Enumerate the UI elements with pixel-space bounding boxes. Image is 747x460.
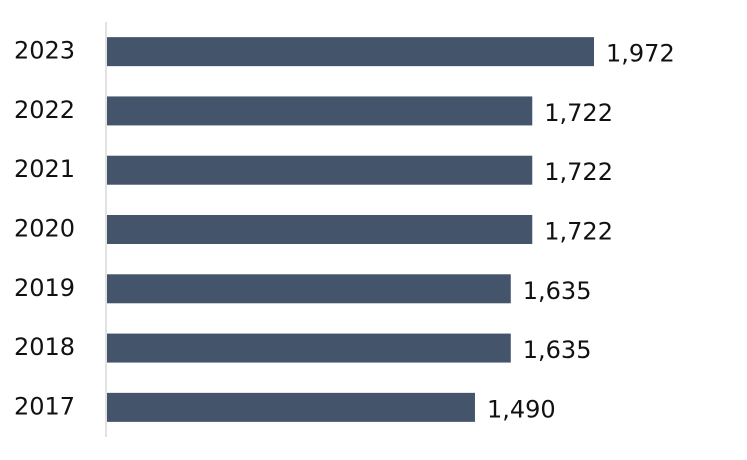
data-label: 1,635: [523, 277, 592, 305]
y-tick-label: 2020: [14, 215, 75, 243]
data-label: 1,490: [487, 395, 556, 423]
y-tick-label: 2018: [14, 333, 75, 361]
bar: [107, 37, 594, 67]
data-label: 1,722: [544, 99, 613, 127]
data-label: 1,972: [606, 40, 675, 68]
data-label: 1,722: [544, 158, 613, 186]
bar: [107, 155, 533, 185]
y-tick-label: 2022: [14, 96, 75, 124]
bar: [107, 274, 511, 304]
data-label: 1,635: [523, 336, 592, 364]
bar: [107, 392, 475, 422]
bar: [107, 215, 533, 244]
y-tick-label: 2017: [14, 392, 75, 420]
y-tick-label: 2019: [14, 274, 75, 302]
data-label: 1,722: [544, 218, 613, 246]
bar: [107, 333, 511, 363]
y-tick-label: 2023: [14, 37, 75, 65]
y-tick-label: 2021: [14, 155, 75, 183]
bar: [107, 96, 533, 126]
